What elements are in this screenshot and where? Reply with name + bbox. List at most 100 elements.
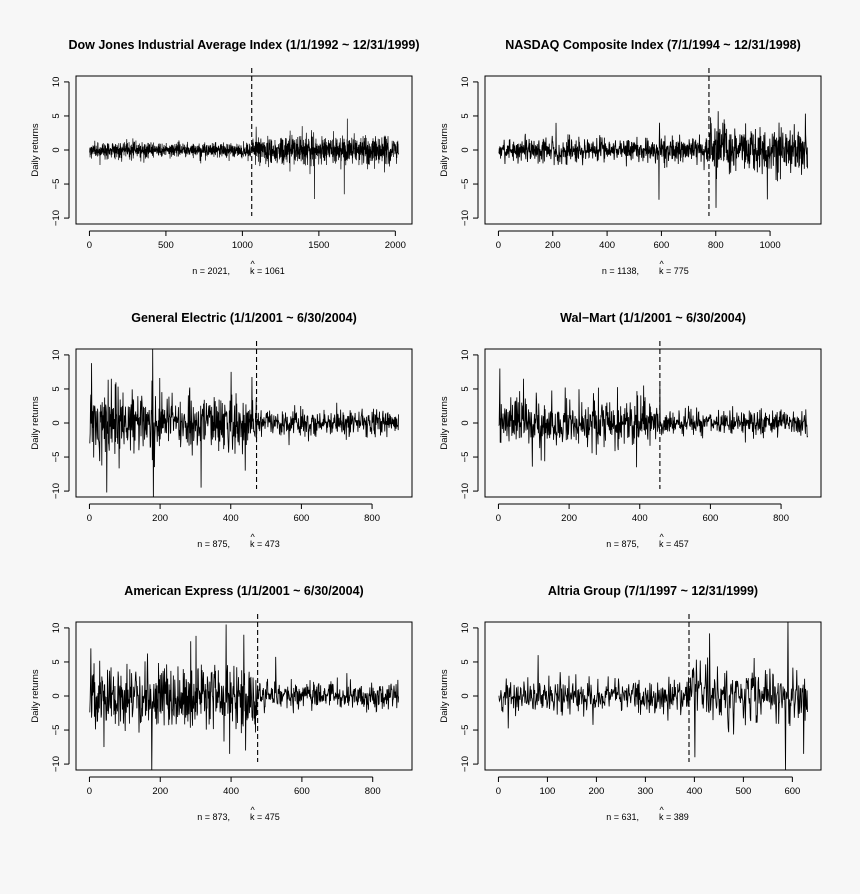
x-tick-label: 0 (87, 513, 92, 524)
plot-frame (75, 348, 413, 498)
y-tick-label: −5 (51, 179, 62, 190)
y-tick-label: −10 (460, 210, 471, 226)
panel-title: General Electric (1/1/2001 ~ 6/30/2004) (131, 311, 357, 325)
x-tick-label: 0 (496, 240, 501, 251)
panel-5: American Express (1/1/2001 ~ 6/30/2004) 0… (30, 584, 413, 822)
panel-3: General Electric (1/1/2001 ~ 6/30/2004) 0… (30, 311, 413, 549)
x-tick-label: 500 (735, 786, 751, 797)
y-axis-label: Daily returns (30, 669, 41, 723)
k-annotation: k = 457 (659, 539, 689, 549)
series-line (498, 111, 808, 208)
x-tick-label: 0 (87, 786, 92, 797)
x-tick-label: 800 (773, 513, 789, 524)
series-line (89, 118, 399, 200)
n-annotation: n = 875, (197, 539, 230, 549)
y-tick-label: 0 (51, 147, 62, 152)
y-tick-label: 5 (51, 113, 62, 118)
k-hat-symbol: ^ (251, 259, 256, 269)
y-tick-label: 0 (460, 420, 471, 425)
y-tick-label: 10 (460, 77, 471, 88)
x-tick-label: 600 (784, 786, 800, 797)
series-line (89, 624, 399, 770)
n-annotation: n = 2021, (192, 266, 230, 276)
k-hat-symbol: ^ (660, 805, 665, 815)
plot-frame (484, 621, 822, 771)
y-tick-label: −10 (51, 483, 62, 499)
y-tick-label: 10 (51, 623, 62, 634)
y-axis-label: Daily returns (439, 123, 450, 177)
k-annotation: k = 473 (250, 539, 280, 549)
x-tick-label: 0 (496, 513, 501, 524)
y-tick-label: 5 (460, 113, 471, 118)
k-annotation: k = 475 (250, 812, 280, 822)
plot-frame (75, 621, 413, 771)
y-tick-label: 5 (51, 386, 62, 391)
x-tick-label: 400 (599, 240, 615, 251)
panel-title: Wal−Mart (1/1/2001 ~ 6/30/2004) (560, 311, 746, 325)
x-tick-label: 200 (588, 786, 604, 797)
y-tick-label: 0 (460, 147, 471, 152)
plot-frame (484, 75, 822, 225)
y-tick-label: −10 (460, 756, 471, 772)
k-hat-symbol: ^ (660, 532, 665, 542)
x-tick-label: 200 (152, 786, 168, 797)
y-tick-label: −10 (460, 483, 471, 499)
x-tick-label: 400 (223, 786, 239, 797)
y-tick-label: −5 (460, 452, 471, 463)
x-tick-label: 400 (223, 513, 239, 524)
n-annotation: n = 873, (197, 812, 230, 822)
x-tick-label: 500 (158, 240, 174, 251)
k-hat-symbol: ^ (251, 805, 256, 815)
x-tick-label: 200 (545, 240, 561, 251)
y-axis-label: Daily returns (30, 396, 41, 450)
x-tick-label: 400 (632, 513, 648, 524)
x-tick-label: 0 (496, 786, 501, 797)
y-tick-label: 5 (51, 659, 62, 664)
x-tick-label: 400 (686, 786, 702, 797)
k-annotation: k = 1061 (250, 266, 285, 276)
y-axis-label: Daily returns (30, 123, 41, 177)
x-tick-label: 200 (561, 513, 577, 524)
y-tick-label: 0 (51, 693, 62, 698)
y-tick-label: −5 (460, 179, 471, 190)
x-tick-label: 2000 (385, 240, 406, 251)
y-tick-label: 10 (460, 350, 471, 361)
panel-6: Altria Group (7/1/1997 ~ 12/31/1999)0 100… (439, 584, 822, 822)
x-tick-label: 600 (293, 513, 309, 524)
n-annotation: n = 1138, (602, 266, 639, 276)
panel-title: Dow Jones Industrial Average Index (1/1/… (69, 38, 420, 52)
y-tick-label: −5 (460, 725, 471, 736)
y-tick-label: 10 (460, 623, 471, 634)
plot-frame (484, 348, 822, 498)
panel-title: American Express (1/1/2001 ~ 6/30/2004) (124, 584, 363, 598)
k-annotation: k = 775 (659, 266, 689, 276)
y-tick-label: 0 (51, 420, 62, 425)
x-tick-label: 1500 (308, 240, 329, 251)
x-tick-label: 300 (637, 786, 653, 797)
y-tick-label: 5 (460, 659, 471, 664)
x-tick-label: 600 (702, 513, 718, 524)
panel-1: Dow Jones Industrial Average Index (1/1/… (30, 38, 419, 276)
x-tick-label: 200 (152, 513, 168, 524)
y-tick-label: −10 (51, 210, 62, 226)
k-hat-symbol: ^ (251, 532, 256, 542)
y-tick-label: 10 (51, 350, 62, 361)
panel-4: Wal−Mart (1/1/2001 ~ 6/30/2004) 0 200 400 60… (439, 311, 822, 549)
panel-title: NASDAQ Composite Index (7/1/1994 ~ 12/31… (505, 38, 801, 52)
n-annotation: n = 631, (606, 812, 639, 822)
panel-title: Altria Group (7/1/1997 ~ 12/31/1999) (548, 584, 758, 598)
y-tick-label: −10 (51, 756, 62, 772)
y-axis-label: Daily returns (439, 396, 450, 450)
x-tick-label: 100 (539, 786, 555, 797)
n-annotation: n = 875, (606, 539, 639, 549)
k-annotation: k = 389 (659, 812, 689, 822)
series-line (498, 622, 808, 770)
plot-frame (75, 75, 413, 225)
x-tick-label: 0 (87, 240, 92, 251)
x-tick-label: 800 (365, 786, 381, 797)
y-axis-label: Daily returns (439, 669, 450, 723)
y-tick-label: 0 (460, 693, 471, 698)
x-tick-label: 1000 (232, 240, 253, 251)
y-tick-label: −5 (51, 725, 62, 736)
